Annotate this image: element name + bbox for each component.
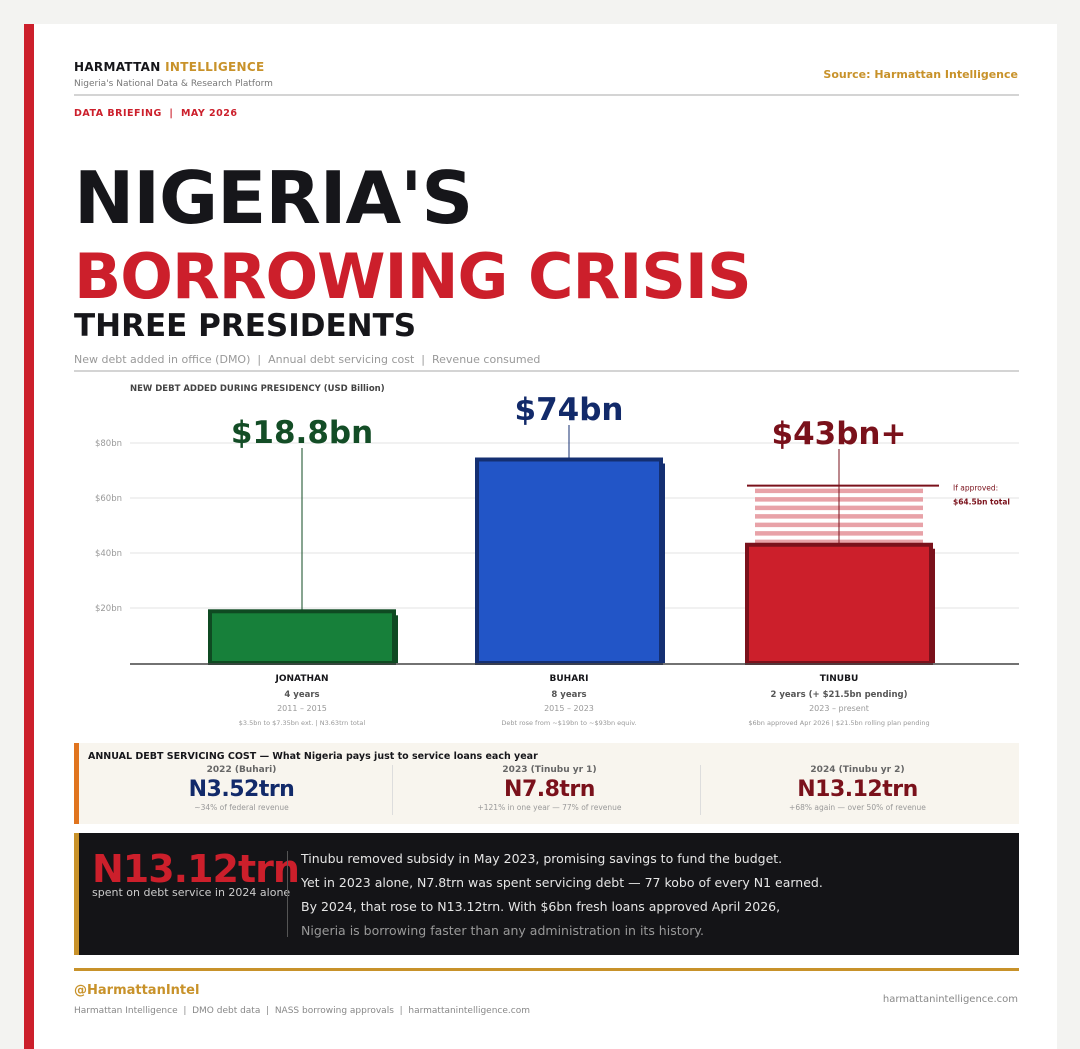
bar-buhari [475,457,663,665]
header-divider [74,94,1019,96]
servicing-value: N13.12trn [797,777,918,802]
callout-line: Yet in 2023 alone, N7.8trn was spent ser… [301,875,823,890]
servicing-divider [700,765,701,815]
value-label: $74bn [515,392,624,428]
callout-line: Nigeria is borrowing faster than any adm… [301,923,704,938]
y-tick-label: $60bn [95,494,122,504]
brand-accent: INTELLIGENCE [165,60,265,74]
servicing-note: ~34% of federal revenue [194,803,289,812]
callout-figure: N13.12trn [92,847,300,891]
servicing-year: 2022 (Buhari) [206,765,277,775]
social-handle[interactable]: @HarmattanIntel [74,983,200,998]
servicing-value: N3.52trn [188,777,295,802]
servicing-title: ANNUAL DEBT SERVICING COST — What Nigeri… [88,751,538,762]
callout-text: Tinubu removed subsidy in May 2023, prom… [301,847,823,943]
years-label: 2015 – 2023 [544,704,594,713]
servicing-divider [392,765,393,815]
brand-tagline: Nigeria's National Data & Research Platf… [74,79,273,89]
left-accent-bar [24,24,34,1049]
callout-panel: N13.12trn spent on debt service in 2024 … [74,833,1019,955]
servicing-year: 2024 (Tinubu yr 2) [810,765,905,775]
servicing-panel: ANNUAL DEBT SERVICING COST — What Nigeri… [74,743,1019,824]
servicing-note: +121% in one year — 77% of revenue [477,803,622,812]
chart-title: NEW DEBT ADDED DURING PRESIDENCY (USD Bi… [130,384,385,394]
footer-divider [74,968,1019,971]
servicing-item-2022: 2022 (Buhari) N3.52trn ~34% of federal r… [88,765,395,812]
callout-line: By 2024, that rose to N13.12trn. With $6… [301,899,781,914]
bar-note: $6bn approved Apr 2026 | $21.5bn rolling… [748,719,929,727]
years-label: 2011 – 2015 [277,704,327,713]
servicing-item-2024: 2024 (Tinubu yr 2) N13.12trn +68% again … [704,765,1011,812]
servicing-accent [74,743,79,824]
callout-figure-caption: spent on debt service in 2024 alone [92,886,291,899]
y-tick-label: $40bn [95,549,122,559]
servicing-item-2023: 2023 (Tinubu yr 1) N7.8trn +121% in one … [396,765,703,812]
pending-total-label: $64.5bn total [953,498,1010,507]
title-line-2: BORROWING CRISIS [74,240,752,313]
bar-note: Debt rose from ~$19bn to ~$93bn equiv. [501,719,636,727]
servicing-year: 2023 (Tinubu yr 1) [502,765,597,775]
title-line-1: NIGERIA'S [74,156,473,240]
years-label: 2023 – present [809,704,869,713]
debt-bar-chart: NEW DEBT ADDED DURING PRESIDENCY (USD Bi… [95,384,1019,727]
y-tick-label: $80bn [95,439,122,449]
bar-note: $3.5bn to $7.35bn ext. | N3.63trn total [239,719,366,727]
tenure-label: 2 years (+ $21.5bn pending) [771,690,908,700]
footer-website[interactable]: harmattanintelligence.com [882,994,1018,1005]
title-line-3: THREE PRESIDENTS [74,308,417,344]
callout-line: Tinubu removed subsidy in May 2023, prom… [301,851,783,866]
briefing-label: DATA BRIEFING | MAY 2026 [74,108,238,119]
footer-sources: Harmattan Intelligence | DMO debt data |… [74,1006,530,1016]
title-subtitle: New debt added in office (DMO) | Annual … [74,353,541,366]
callout-divider [287,851,288,937]
brand-name: HARMATTAN [74,60,161,74]
bar-tinubu [745,542,933,665]
servicing-note: +68% again — over 50% of revenue [789,803,926,812]
value-label: $43bn+ [772,416,907,452]
y-tick-label: $20bn [95,604,122,614]
tenure-label: 4 years [284,690,319,700]
category-label: BUHARI [550,674,589,684]
source-credit: Source: Harmattan Intelligence [823,68,1018,81]
category-label: TINUBU [820,674,859,684]
pending-label: If approved: [953,484,998,493]
category-label: JONATHAN [275,674,329,684]
bar-jonathan [208,609,396,666]
brand-logo: HARMATTAN INTELLIGENCE [74,60,264,74]
value-label: $18.8bn [231,415,373,451]
tenure-label: 8 years [551,690,586,700]
title-divider [74,370,1019,372]
servicing-value: N7.8trn [504,777,595,802]
callout-accent [74,833,79,955]
